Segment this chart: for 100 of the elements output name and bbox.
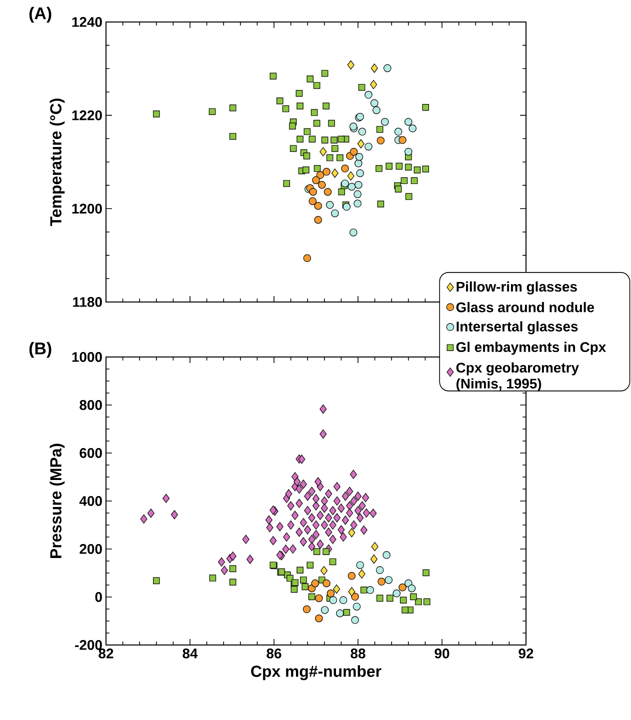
point: [316, 171, 324, 179]
point: [394, 128, 402, 136]
point: [396, 162, 403, 170]
point: [408, 584, 416, 592]
point: [321, 136, 328, 144]
point: [364, 142, 372, 150]
legend-label: Pillow-rim glasses: [456, 281, 577, 294]
point: [376, 566, 384, 574]
point: [398, 584, 406, 592]
point: [153, 577, 160, 584]
point: [209, 574, 216, 582]
point: [386, 162, 392, 170]
point: [332, 145, 338, 152]
point: [380, 118, 389, 126]
point: [314, 165, 321, 172]
point: [415, 598, 422, 606]
point: [302, 605, 311, 614]
point: [370, 99, 378, 108]
point: [354, 180, 362, 189]
text: (B): [29, 342, 52, 358]
point: [229, 578, 236, 586]
x-axis-title: Cpx mg#-number: [251, 665, 382, 680]
legend-label: Intersertal glasses: [456, 321, 578, 334]
point: [351, 592, 359, 601]
point: [400, 596, 407, 604]
point: [324, 188, 332, 196]
point: [405, 164, 412, 171]
point: [336, 154, 344, 162]
point: [354, 200, 362, 208]
point: [300, 576, 307, 584]
point: [372, 106, 380, 114]
y-tick-label: 200: [80, 544, 102, 554]
point: [358, 84, 366, 91]
point: [296, 136, 304, 143]
point: [400, 177, 408, 184]
point: [343, 608, 350, 616]
point: [349, 228, 358, 236]
point: [314, 202, 322, 210]
point: [341, 164, 349, 172]
point: [410, 593, 417, 600]
text: (A): [29, 6, 52, 23]
point: [312, 176, 320, 184]
point: [352, 602, 361, 610]
point: [348, 572, 356, 580]
point: [310, 109, 318, 116]
point: [423, 598, 430, 606]
point: [309, 188, 317, 196]
point: [330, 136, 338, 144]
point: [422, 569, 430, 576]
point: [326, 154, 334, 162]
point: [303, 152, 310, 160]
point: [328, 120, 335, 127]
point: [229, 132, 236, 140]
y-tick-label: 400: [79, 496, 102, 506]
legend-label: Gl embayments in Cpx: [456, 342, 606, 355]
point: [329, 558, 336, 566]
point: [342, 202, 351, 211]
point: [377, 200, 384, 208]
y-tick-label: 800: [80, 400, 102, 410]
point: [331, 209, 339, 218]
point: [296, 90, 303, 97]
point: [410, 177, 418, 184]
point: [422, 166, 430, 172]
point: [394, 186, 402, 192]
point: [422, 104, 430, 111]
point: [392, 590, 401, 598]
point: [229, 565, 236, 572]
point: [398, 136, 406, 144]
point: [348, 182, 356, 191]
y-tick-label: -200: [75, 640, 102, 650]
y-tick-label: 1200: [72, 204, 102, 214]
point: [384, 64, 392, 72]
point: [314, 216, 322, 224]
point: [336, 609, 344, 618]
point: [331, 168, 338, 178]
point: [370, 554, 378, 564]
point: [382, 551, 390, 559]
point: [306, 562, 314, 568]
point: [338, 188, 346, 196]
point: [414, 166, 421, 174]
point: [356, 169, 364, 178]
point: [347, 171, 354, 181]
point: [376, 126, 384, 133]
point: [282, 105, 290, 112]
x-tick-label: 88: [350, 648, 366, 658]
point: [354, 160, 362, 168]
point: [333, 584, 340, 594]
x-tick-label: 84: [182, 648, 198, 658]
legend-label: Cpx geobarometry (Nimis, 1995): [456, 362, 579, 392]
point: [351, 616, 359, 624]
point: [318, 180, 326, 189]
x-tick-label: 92: [518, 648, 534, 658]
point: [329, 596, 338, 604]
point: [320, 606, 329, 614]
point: [308, 136, 316, 143]
point: [339, 596, 348, 604]
point: [153, 110, 160, 118]
point: [320, 566, 328, 576]
point: [313, 82, 320, 89]
y-tick-label: 1240: [72, 17, 102, 27]
